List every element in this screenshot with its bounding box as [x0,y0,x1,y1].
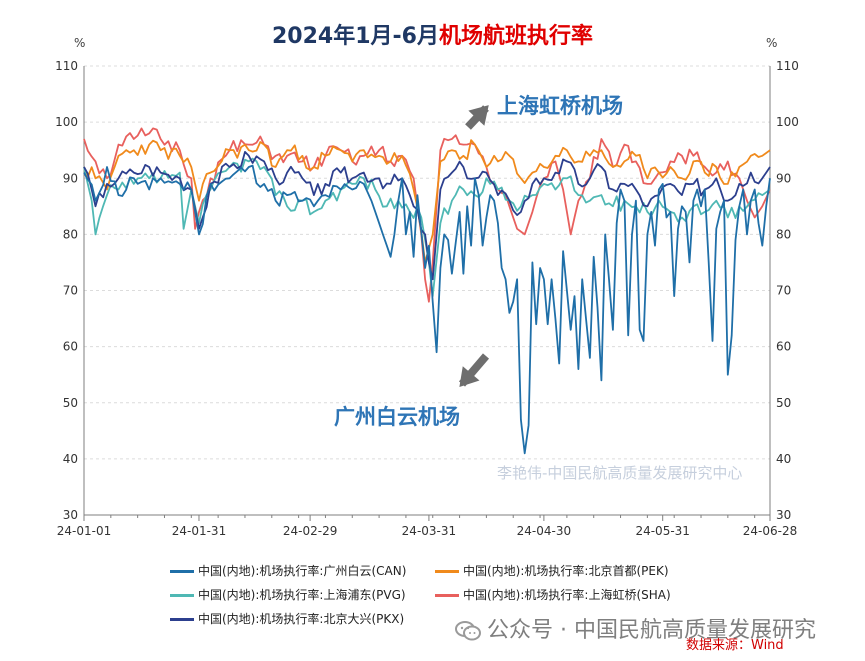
legend-label-pvg: 中国(内地):机场执行率:上海浦东(PVG) [198,588,406,602]
legend-swatch-sha [435,594,459,597]
y-tick-left-110: 110 [55,59,78,73]
y-tick-right-100: 100 [776,115,799,129]
x-tick-label-5: 24-05-31 [635,524,689,538]
y-tick-right-110: 110 [776,59,799,73]
legend-label-sha: 中国(内地):机场执行率:上海虹桥(SHA) [463,588,671,602]
legend-item-pkx: 中国(内地):机场执行率:北京大兴(PKX) [170,610,404,627]
wechat-account-text: 公众号 · 中国民航高质量发展研究 [487,618,816,643]
y-tick-left-50: 50 [63,396,78,410]
wechat-account: 公众号 · 中国民航高质量发展研究 [455,612,816,644]
y-tick-left-40: 40 [63,452,78,466]
legend-label-pek: 中国(内地):机场执行率:北京首都(PEK) [463,564,669,578]
x-tick-label-4: 24-04-30 [517,524,571,538]
x-tick-label-2: 24-02-29 [283,524,337,538]
y-tick-right-70: 70 [776,284,791,298]
legend-swatch-pkx [170,618,194,621]
arrow-sha-head [468,105,489,126]
x-tick-label-6: 24-06-28 [743,524,797,538]
y-tick-right-30: 30 [776,508,791,522]
arrow-can-head [459,366,480,388]
y-tick-left-90: 90 [63,171,78,185]
legend-swatch-pek [435,570,459,573]
legend-item-can: 中国(内地):机场执行率:广州白云(CAN) [170,562,406,579]
series-line-3 [83,127,771,303]
callout-can-label: 广州白云机场 [334,405,460,429]
chart-title: 2024年1月-6月机场航班执行率 [0,18,865,50]
y-tick-right-80: 80 [776,227,791,241]
right-axis-unit: % [766,36,778,50]
x-tick-label-3: 24-03-31 [402,524,456,538]
y-tick-left-100: 100 [55,115,78,129]
chart-title-subject: 机场航班执行率 [438,24,593,49]
wechat-icon [455,621,481,641]
legend-swatch-can [170,570,194,573]
legend-item-pvg: 中国(内地):机场执行率:上海浦东(PVG) [170,586,406,603]
watermark-text: 李艳伟-中国民航高质量发展研究中心 [497,464,743,482]
legend-item-pek: 中国(内地):机场执行率:北京首都(PEK) [435,562,669,579]
y-tick-right-60: 60 [776,340,791,354]
left-axis-unit: % [74,36,86,50]
legend-item-sha: 中国(内地):机场执行率:上海虹桥(SHA) [435,586,671,603]
series-line-0 [83,164,771,455]
x-tick-label-1: 24-01-31 [172,524,226,538]
y-tick-right-90: 90 [776,171,791,185]
callout-sha-label: 上海虹桥机场 [497,94,623,118]
y-tick-left-60: 60 [63,340,78,354]
y-tick-right-50: 50 [776,396,791,410]
y-tick-left-30: 30 [63,508,78,522]
legend-label-can: 中国(内地):机场执行率:广州白云(CAN) [198,564,407,578]
x-tick-label-0: 24-01-01 [57,524,111,538]
chart-title-date: 2024年1月-6月 [272,24,439,49]
legend-label-pkx: 中国(内地):机场执行率:北京大兴(PKX) [198,612,405,626]
y-tick-left-80: 80 [63,227,78,241]
data-source: 数据来源：Wind [686,638,784,653]
legend-swatch-pvg [170,594,194,597]
series-line-2 [83,157,771,297]
y-tick-left-70: 70 [63,284,78,298]
y-tick-right-40: 40 [776,452,791,466]
